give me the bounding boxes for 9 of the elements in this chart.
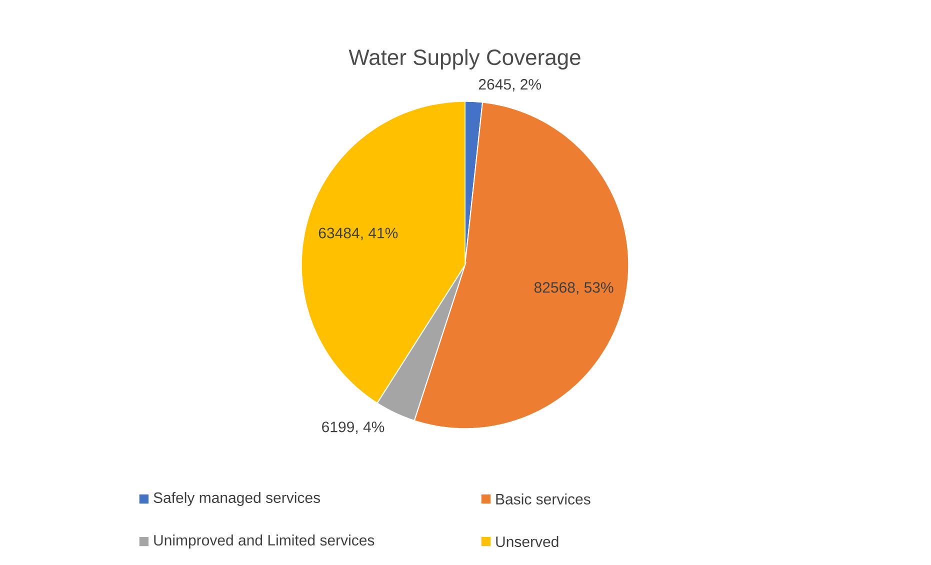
data-label: 6199, 4% — [322, 422, 384, 434]
legend-label: Unimproved and Limited services — [154, 534, 374, 549]
legend-label: Safely managed services — [154, 492, 320, 506]
data-label: 82568, 53% — [534, 282, 614, 295]
data-label: 2645, 2% — [478, 79, 542, 92]
legend-label: Basic services — [496, 493, 590, 504]
data-label: 63484, 41% — [318, 228, 398, 240]
chart-title: Water Supply Coverage — [348, 48, 580, 70]
legend-label: Unserved — [496, 536, 558, 548]
